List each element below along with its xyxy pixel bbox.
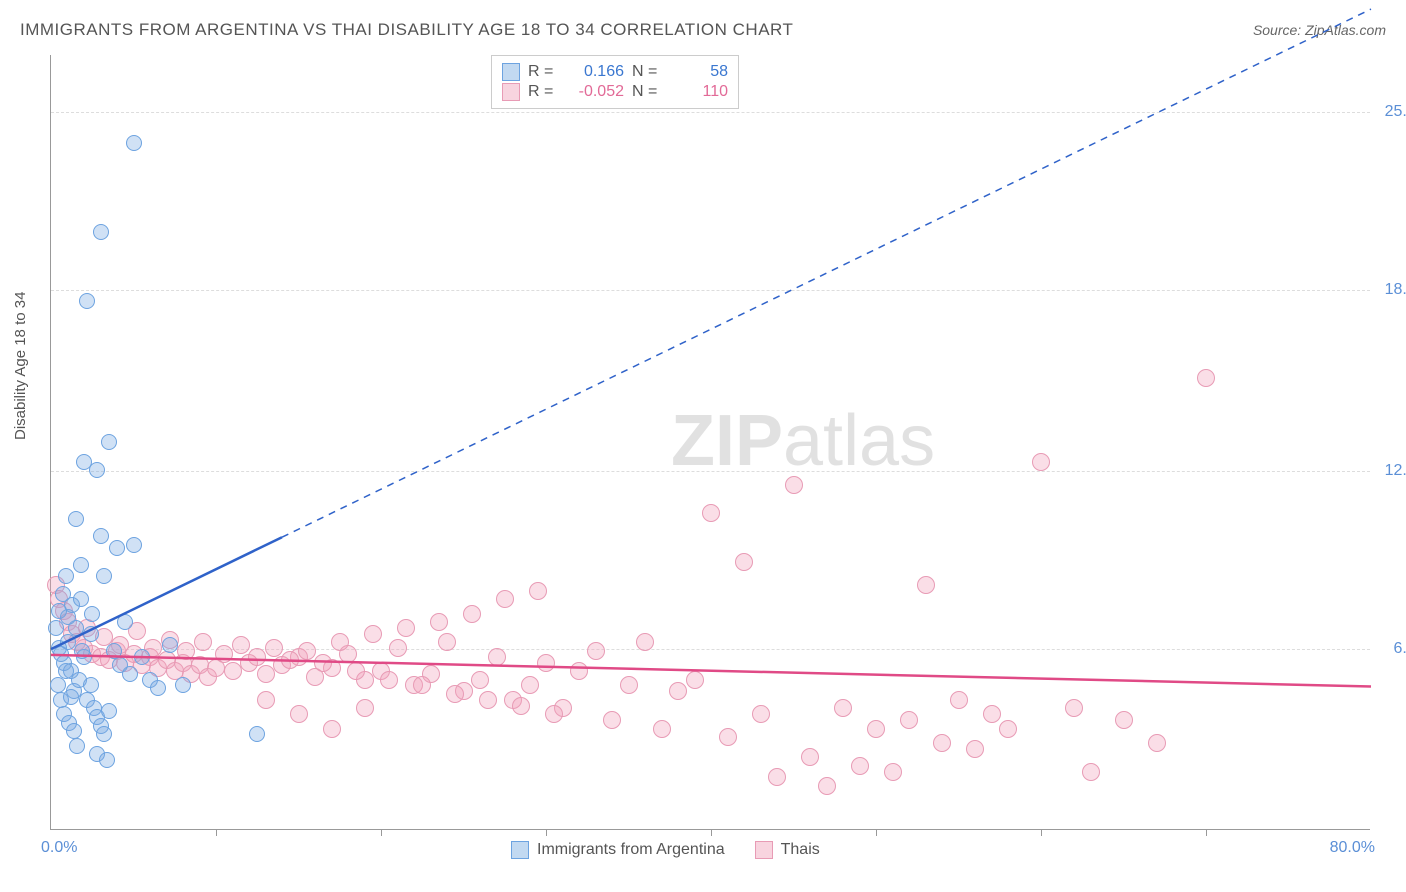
x-tick [546,829,547,836]
r-label: R = [528,63,556,81]
r-value-blue: 0.166 [564,63,624,81]
legend-row-pink: R = -0.052 N = 110 [502,82,728,102]
chart-title: IMMIGRANTS FROM ARGENTINA VS THAI DISABI… [20,20,793,40]
x-tick [711,829,712,836]
x-max-label: 80.0% [1330,839,1375,857]
n-label: N = [632,63,660,81]
y-tick-label: 6.3% [1375,640,1406,658]
n-value-pink: 110 [668,83,728,101]
swatch-blue-icon [502,63,520,81]
n-value-blue: 58 [668,63,728,81]
legend-label-pink: Thais [781,841,820,859]
r-value-pink: -0.052 [564,83,624,101]
y-tick-label: 25.0% [1375,103,1406,121]
x-min-label: 0.0% [41,839,77,857]
legend-item-pink: Thais [755,841,820,859]
source-label: Source: ZipAtlas.com [1253,22,1386,38]
x-tick [381,829,382,836]
n-label: N = [632,83,660,101]
y-tick-label: 18.8% [1375,281,1406,299]
swatch-pink-icon [502,83,520,101]
legend-label-blue: Immigrants from Argentina [537,841,725,859]
swatch-pink-icon [755,841,773,859]
trend-lines [51,55,1370,829]
x-tick [1206,829,1207,836]
swatch-blue-icon [511,841,529,859]
legend-row-blue: R = 0.166 N = 58 [502,62,728,82]
y-tick-label: 12.5% [1375,462,1406,480]
x-tick [1041,829,1042,836]
y-axis-label: Disability Age 18 to 34 [12,292,29,440]
legend-item-blue: Immigrants from Argentina [511,841,725,859]
r-label: R = [528,83,556,101]
x-tick [876,829,877,836]
series-legend: Immigrants from Argentina Thais [511,841,820,859]
x-tick [216,829,217,836]
plot-area: ZIPatlas 25.0%18.8%12.5%6.3% R = 0.166 N… [50,55,1370,830]
correlation-legend: R = 0.166 N = 58 R = -0.052 N = 110 [491,55,739,109]
